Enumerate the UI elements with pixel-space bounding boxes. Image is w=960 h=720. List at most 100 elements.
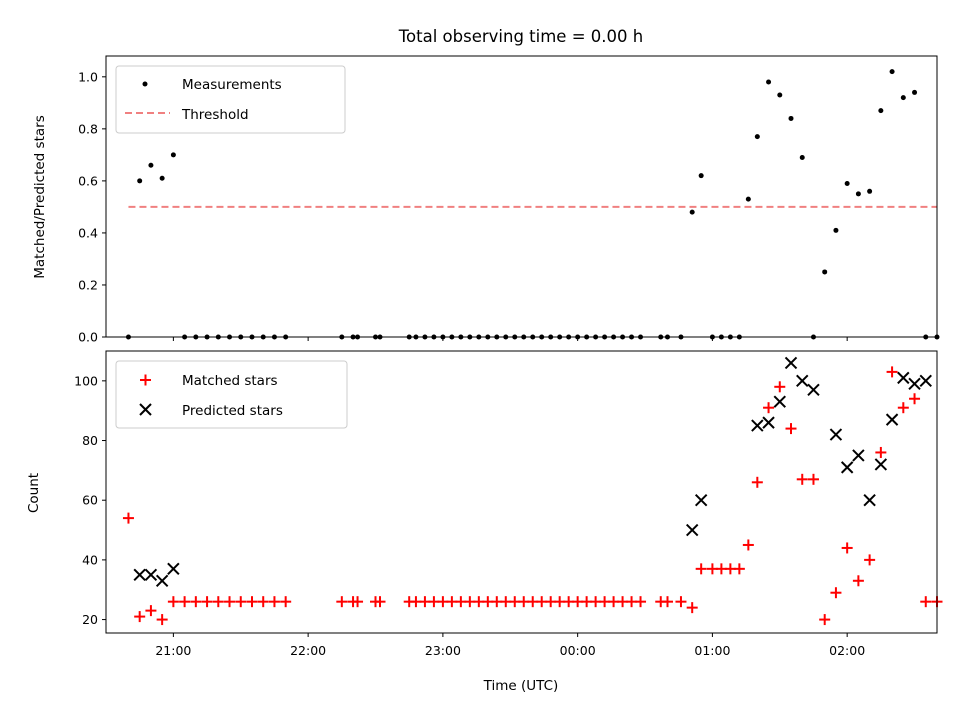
matched-star-point: [352, 596, 364, 608]
predicted-star-point: [852, 449, 865, 462]
matched-star-point: [167, 596, 179, 608]
predicted-star-point: [762, 416, 775, 429]
matched-star-point: [763, 402, 775, 414]
top-axes: 0.0 0.2 0.4 0.6 0.8 1.0 Matched/Predicted sta…: [32, 55, 940, 345]
matched-star-point: [257, 596, 269, 608]
predicted-star-point: [784, 356, 798, 370]
predicted-star-point: [885, 413, 899, 426]
matched-star-point: [796, 473, 808, 485]
matched-star-point: [830, 587, 842, 599]
top-y-tick-label: 0.8: [78, 121, 98, 136]
matched-star-point: [897, 402, 909, 414]
predicted-star-point: [685, 523, 699, 537]
predicted-star-point: [144, 568, 158, 582]
matched-star-point: [134, 611, 146, 623]
top-legend-box: [115, 65, 346, 134]
bottom-axes: 20 40 60 80 100 21:00 22:00 23:00 00:00 01:00 02:…: [26, 350, 943, 694]
matched-star-point: [661, 596, 673, 608]
matched-star-point: [268, 596, 280, 608]
x-axis-label: Time (UTC): [483, 678, 559, 694]
matched-star-point: [751, 476, 763, 488]
matched-star-point: [675, 596, 687, 608]
matched-star-point: [920, 596, 932, 608]
measurement-point: [833, 227, 839, 233]
matched-star-point: [807, 473, 819, 485]
measurement-point: [878, 108, 884, 114]
top-y-tick-label: 1.0: [78, 69, 98, 84]
bottom-plot-area: [122, 356, 943, 626]
predicted-star-point: [694, 493, 708, 507]
measurement-point: [745, 196, 751, 202]
bottom-x-tick-label: 02:00: [829, 643, 865, 658]
predicted-star-point: [133, 568, 146, 582]
bottom-x-ticks: 21:00 22:00 23:00 00:00 01:00 02:00: [155, 633, 865, 658]
predicted-star-point: [919, 374, 932, 388]
measurement-point: [698, 173, 704, 179]
measurement-point: [844, 180, 850, 186]
matched-star-point: [179, 596, 191, 608]
measurement-point: [170, 152, 176, 158]
predicted-star-point: [908, 377, 921, 391]
measurement-point: [788, 115, 794, 121]
measurement-point: [159, 175, 165, 181]
matched-star-point: [235, 596, 247, 608]
bottom-y-ticks: 20 40 60 80 100: [74, 373, 106, 627]
matched-star-point: [145, 605, 157, 617]
predicted-star-point: [897, 371, 910, 385]
measurement-point: [889, 69, 895, 75]
legend-label-threshold: Threshold: [181, 107, 249, 123]
matched-star-point: [785, 423, 797, 435]
matched-star-point: [336, 596, 348, 608]
top-y-ticks: 0.0 0.2 0.4 0.6 0.8 1.0: [78, 69, 106, 345]
predicted-star-point: [829, 428, 843, 441]
measurement-point: [799, 154, 805, 160]
bottom-legend: Matched stars Predicted stars: [115, 360, 348, 429]
measurement-point: [777, 92, 783, 98]
legend-label-predicted-stars: Predicted stars: [182, 403, 283, 419]
matched-star-point: [742, 539, 754, 551]
bottom-x-tick-label: 01:00: [694, 643, 730, 658]
bottom-x-tick-label: 00:00: [560, 643, 596, 658]
matched-star-point: [190, 596, 202, 608]
predicted-star-point: [773, 395, 786, 408]
matched-star-point: [122, 512, 134, 524]
measurement-point: [148, 162, 154, 168]
legend-marker-predicted-stars: [139, 403, 152, 416]
legend-label-matched-stars: Matched stars: [182, 373, 278, 389]
bottom-x-tick-label: 23:00: [425, 643, 461, 658]
legend-marker-measurements: [142, 81, 148, 87]
matched-star-point: [246, 596, 258, 608]
measurement-point: [867, 188, 873, 194]
bottom-y-tick-label: 20: [82, 612, 98, 627]
predicted-star-point: [155, 574, 169, 587]
bottom-y-tick-label: 100: [74, 373, 98, 388]
top-y-tick-label: 0.4: [78, 225, 98, 240]
bottom-y-tick-label: 80: [82, 433, 98, 448]
matched-star-point: [841, 542, 853, 554]
top-y-tick-label: 0.6: [78, 173, 98, 188]
measurement-point: [754, 134, 760, 140]
chart-title: Total observing time = 0.00 h: [398, 27, 643, 46]
matched-star-point: [156, 614, 168, 626]
matched-star-point: [212, 596, 224, 608]
top-y-tick-label: 0.0: [78, 330, 98, 345]
predicted-star-point: [796, 374, 809, 388]
predicted-star-point: [840, 461, 854, 474]
bottom-y-tick-label: 40: [82, 552, 98, 567]
top-plot-area: [125, 69, 940, 340]
matched-star-point: [635, 596, 647, 608]
predicted-star-point: [863, 493, 876, 507]
bottom-axes-frame: [105, 350, 938, 634]
predicted-star-point: [167, 562, 180, 576]
matched-star-point: [224, 596, 236, 608]
predicted-star-point: [751, 419, 764, 432]
matched-star-point: [774, 381, 786, 393]
predicted-star-point: [874, 458, 888, 471]
bottom-x-tick-label: 21:00: [155, 643, 191, 658]
top-legend: Measurements Threshold: [115, 65, 346, 134]
top-axes-frame: [105, 55, 938, 338]
top-y-axis-label: Matched/Predicted stars: [32, 115, 48, 278]
matched-star-point: [875, 446, 887, 458]
matched-star-point: [280, 596, 292, 608]
